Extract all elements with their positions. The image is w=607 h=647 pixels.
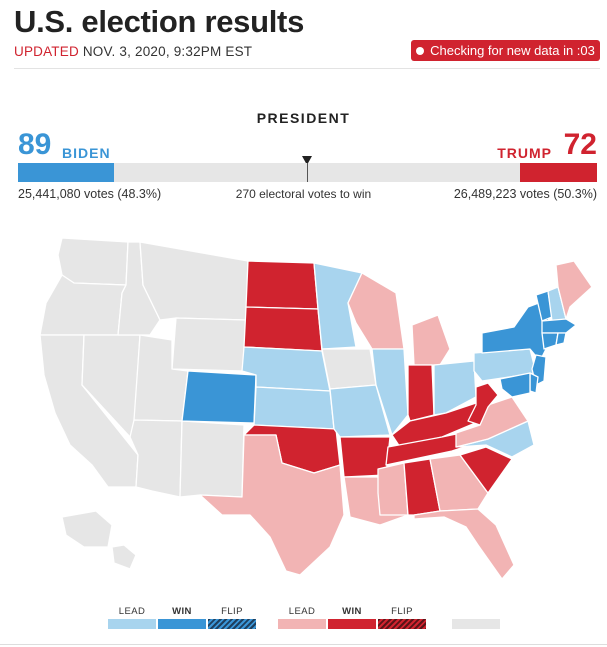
trump-popular-votes: 26,489,223 votes (50.3%) [453,187,597,201]
biden-progress-fill [18,163,114,182]
legend-dem-flip-swatch [208,619,256,629]
legend-dem-lead-label: LEAD [118,606,146,617]
legend-rep-flip-label: FLIP [391,606,413,617]
state-ga[interactable] [429,454,489,512]
state-ma[interactable] [541,318,577,334]
state-ct[interactable] [541,332,559,350]
state-nm[interactable] [179,420,245,498]
state-tx[interactable] [199,434,345,576]
state-or[interactable] [39,274,127,336]
state-de[interactable] [529,372,539,394]
page-title: U.S. election results [14,4,305,39]
state-mi[interactable] [411,314,451,366]
state-md[interactable] [499,372,531,398]
state-il[interactable] [371,348,409,436]
votes-to-win-label: 270 electoral votes to win [235,187,372,201]
refresh-status-badge: Checking for new data in :03 [411,40,600,61]
legend-dem-win-label: WIN [172,606,192,617]
state-wa[interactable] [57,237,129,286]
state-ri[interactable] [555,332,567,346]
state-co[interactable] [181,370,257,424]
state-ms[interactable] [377,462,409,516]
state-hi[interactable] [111,544,137,570]
state-sd[interactable] [243,306,323,352]
state-fl[interactable] [413,508,515,580]
footer-divider [0,644,607,645]
refresh-status-text: Checking for new data in :03 [430,43,595,58]
state-mt[interactable] [139,241,249,321]
legend-no-result-swatch [452,619,500,629]
biden-name: BIDEN [62,145,111,161]
updated-timestamp: UPDATED NOV. 3, 2020, 9:32PM EST [14,44,252,59]
electoral-progress-bar [18,163,597,182]
state-az[interactable] [129,419,183,498]
state-wy[interactable] [171,317,247,372]
270-threshold-line [307,163,308,182]
live-dot-icon [416,46,425,55]
biden-popular-votes: 25,441,080 votes (48.3%) [18,187,162,201]
state-wv[interactable] [467,382,499,426]
trump-electoral-votes: 72 [563,128,597,161]
270-marker-icon [302,156,312,165]
legend-rep-lead-label: LEAD [288,606,316,617]
legend-dem-flip-label: FLIP [221,606,243,617]
updated-label: UPDATED [14,44,79,59]
map-legend: LEAD WIN FLIP LEAD WIN FLIP [0,600,607,640]
state-in[interactable] [407,364,435,422]
state-sc[interactable] [459,446,513,494]
legend-dem-win-swatch [158,619,206,629]
race-label: PRESIDENT [256,110,351,126]
trump-progress-fill [519,163,597,182]
updated-time: NOV. 3, 2020, 9:32PM EST [82,44,253,59]
state-oh[interactable] [433,360,477,416]
state-nd[interactable] [245,260,319,310]
trump-name: TRUMP [497,145,552,161]
state-me[interactable] [555,260,593,320]
legend-rep-flip-swatch [378,619,426,629]
state-ks[interactable] [253,386,335,430]
legend-rep-win-swatch [328,619,376,629]
biden-electoral-votes: 89 [18,128,52,161]
us-results-map [39,237,593,580]
legend-dem-lead-swatch [108,619,156,629]
legend-rep-lead-swatch [278,619,326,629]
state-ia[interactable] [321,348,377,390]
legend-rep-win-label: WIN [342,606,362,617]
state-mo[interactable] [329,384,391,438]
state-wi[interactable] [347,272,405,350]
header-divider [14,68,600,69]
state-ak[interactable] [61,510,113,548]
